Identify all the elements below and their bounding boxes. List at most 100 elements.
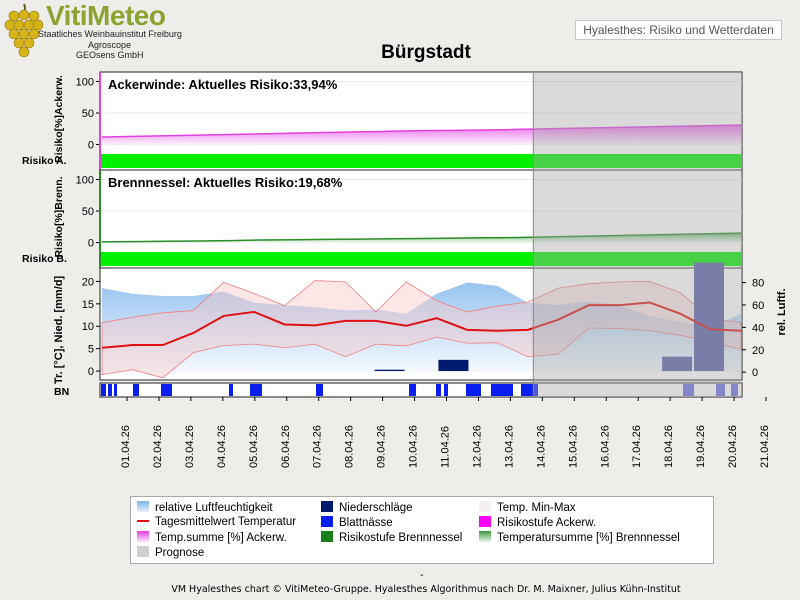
precip-bar — [694, 262, 725, 372]
weather-ytick-left-label: 0 — [88, 366, 94, 378]
xtick-label: 13.04.26 — [503, 425, 515, 468]
ackerwinde-tempsum-line — [101, 124, 742, 138]
weather-ytick-right-label: 40 — [752, 322, 764, 334]
leaf-wetness-mark — [250, 384, 262, 396]
brennnessel-ytick-label: 100 — [76, 174, 94, 186]
xtick-label: 10.04.26 — [408, 425, 420, 468]
leaf-wetness-mark — [731, 384, 738, 396]
brennnessel-plot-frame — [99, 169, 743, 269]
institute-line-2: Agroscope — [88, 40, 132, 50]
panel-weather: 0 5 10 15 20 0 20 40 60 80 Tr. [°C], Nied. [mm/d] r… — [53, 262, 788, 398]
humidity-area — [102, 282, 741, 373]
temp-minmax-band — [101, 280, 742, 379]
weather-ylabel-right: rel. Luftf. — [776, 288, 788, 335]
brennnessel-tempsum-line — [101, 232, 742, 243]
leaf-wetness-mark — [161, 384, 172, 396]
legend-risk-ackerwinde: Risikostufe Ackerw. — [479, 516, 596, 529]
leaf-wetness-mark — [316, 384, 323, 396]
weather-ytick-left-label: 5 — [88, 344, 94, 356]
forecast-shade — [533, 72, 742, 397]
footer-credit: VM Hyalesthes chart © VitiMeteo-Gruppe. … — [171, 584, 681, 595]
station-title: Bürgstadt — [381, 42, 471, 63]
xtick-label: 12.04.26 — [471, 425, 483, 468]
leaf-wetness-mark — [491, 384, 513, 396]
ackerwinde-tempsum-area — [102, 124, 741, 145]
page-label: Hyalesthes: Risiko und Wetterdaten — [575, 20, 782, 40]
leaf-wetness-label: BN — [54, 386, 69, 398]
precip-bar — [662, 356, 693, 372]
panel-brennnessel: 0 50 100 Brennnessel: Aktuelles Risiko:19,6… — [22, 169, 743, 269]
brennnessel-ytick-label: 0 — [88, 238, 94, 250]
weather-ylabel-left: Tr. [°C], Nied. [mm/d] — [53, 276, 65, 385]
chart-legend: relative Luftfeuchtigkeit Niederschläge … — [130, 496, 714, 564]
precip-bar — [374, 369, 405, 372]
weather-ytick-right-label: 20 — [752, 345, 764, 357]
leaf-wetness-mark — [133, 384, 139, 396]
xtick-label: 01.04.26 — [120, 425, 132, 468]
legend-risk-brennnessel: Risikostufe Brennnessel — [321, 531, 462, 544]
ackerwinde-ylabel: Risiko[%]Ackerw. — [53, 75, 65, 163]
leaf-wetness-mark — [436, 384, 441, 396]
grape-icon — [4, 3, 44, 58]
leaf-wetness-mark — [444, 384, 448, 396]
xtick-label: 05.04.26 — [248, 425, 260, 468]
leaf-wetness-mark — [229, 384, 233, 396]
xtick-label: 09.04.26 — [376, 425, 388, 468]
brennnessel-ytick-label: 50 — [82, 206, 94, 218]
footer-dash: - — [420, 570, 424, 581]
xtick-label: 15.04.26 — [567, 425, 579, 468]
weather-ytick-right-label: 80 — [752, 278, 764, 290]
vitimeteo-logo: VitiMeteo Staatliches Weinbauinstitut Fr… — [4, 0, 194, 64]
legend-forecast: Prognose — [137, 546, 204, 559]
ackerwinde-ytick-label: 50 — [82, 108, 94, 120]
institute-line-1: Staatliches Weinbauinstitut Freiburg — [38, 29, 182, 39]
xtick-label: 07.04.26 — [312, 425, 324, 468]
xtick-label: 18.04.26 — [663, 425, 675, 468]
weather-ytick-right-label: 60 — [752, 300, 764, 312]
xtick-label: 11.04.26 — [440, 426, 452, 468]
precip-bar — [438, 359, 469, 372]
legend-tempsum-ackerwinde: Temp.summe [%] Ackerw. — [137, 531, 287, 544]
logo-title: VitiMeteo — [46, 0, 166, 31]
xtick-label: 03.04.26 — [184, 425, 196, 468]
xtick-label: 19.04.26 — [695, 425, 707, 468]
weather-ytick-left-label: 20 — [82, 276, 94, 288]
xtick-label: 20.04.26 — [727, 425, 739, 468]
xtick-label: 21.04.26 — [759, 425, 771, 468]
xtick-label: 02.04.26 — [152, 425, 164, 468]
institute-line-3: GEOsens GmbH — [76, 50, 144, 60]
leaf-wetness-mark — [114, 384, 117, 396]
legend-leaf-wetness: Blattnässe — [321, 516, 393, 529]
ackerwinde-risk-bar — [101, 154, 741, 168]
brennnessel-panel-title: Brennnessel: Aktuelles Risiko:19,68% — [108, 175, 343, 190]
xtick-label: 04.04.26 — [216, 425, 228, 468]
ackerwinde-ytick-label: 0 — [88, 140, 94, 152]
legend-temp-minmax: Temp. Min-Max — [479, 501, 576, 514]
temp-mean-line — [101, 301, 742, 349]
leaf-wetness-mark — [683, 384, 694, 396]
leaf-wetness-mark — [716, 384, 725, 396]
xtick-label: 14.04.26 — [535, 425, 547, 468]
leaf-wetness-mark — [466, 384, 481, 396]
leaf-wetness-mark — [409, 384, 416, 396]
legend-precipitation: Niederschläge — [321, 501, 413, 514]
leaf-wetness-mark — [101, 384, 106, 396]
weather-ytick-left-label: 15 — [82, 299, 94, 311]
weather-ytick-right-label: 0 — [752, 367, 758, 379]
ackerwinde-plot-frame — [99, 71, 743, 171]
ackerwinde-panel-title: Ackerwinde: Aktuelles Risiko:33,94% — [108, 77, 338, 92]
leaf-wetness-mark — [108, 384, 112, 396]
legend-humidity: relative Luftfeuchtigkeit — [137, 501, 273, 514]
weather-ytick-left-label: 10 — [82, 321, 94, 333]
panel-ackerwinde: 0 50 100 Ackerwinde: Aktuelles Risiko:33,94… — [22, 71, 743, 171]
ackerwinde-risk-bar-label: Risiko A. — [22, 155, 67, 167]
xtick-label: 16.04.26 — [599, 425, 611, 468]
xtick-label: 08.04.26 — [344, 425, 356, 468]
legend-temp-mean: Tagesmittelwert Temperatur — [137, 516, 296, 528]
brennnessel-risk-bar — [101, 252, 741, 266]
xtick-label: 17.04.26 — [631, 425, 643, 468]
xtick-label: 06.04.26 — [280, 425, 292, 468]
brennnessel-ylabel: Risiko[%]Brenn. — [53, 176, 65, 257]
brennnessel-risk-bar-label: Risiko B. — [22, 253, 67, 265]
